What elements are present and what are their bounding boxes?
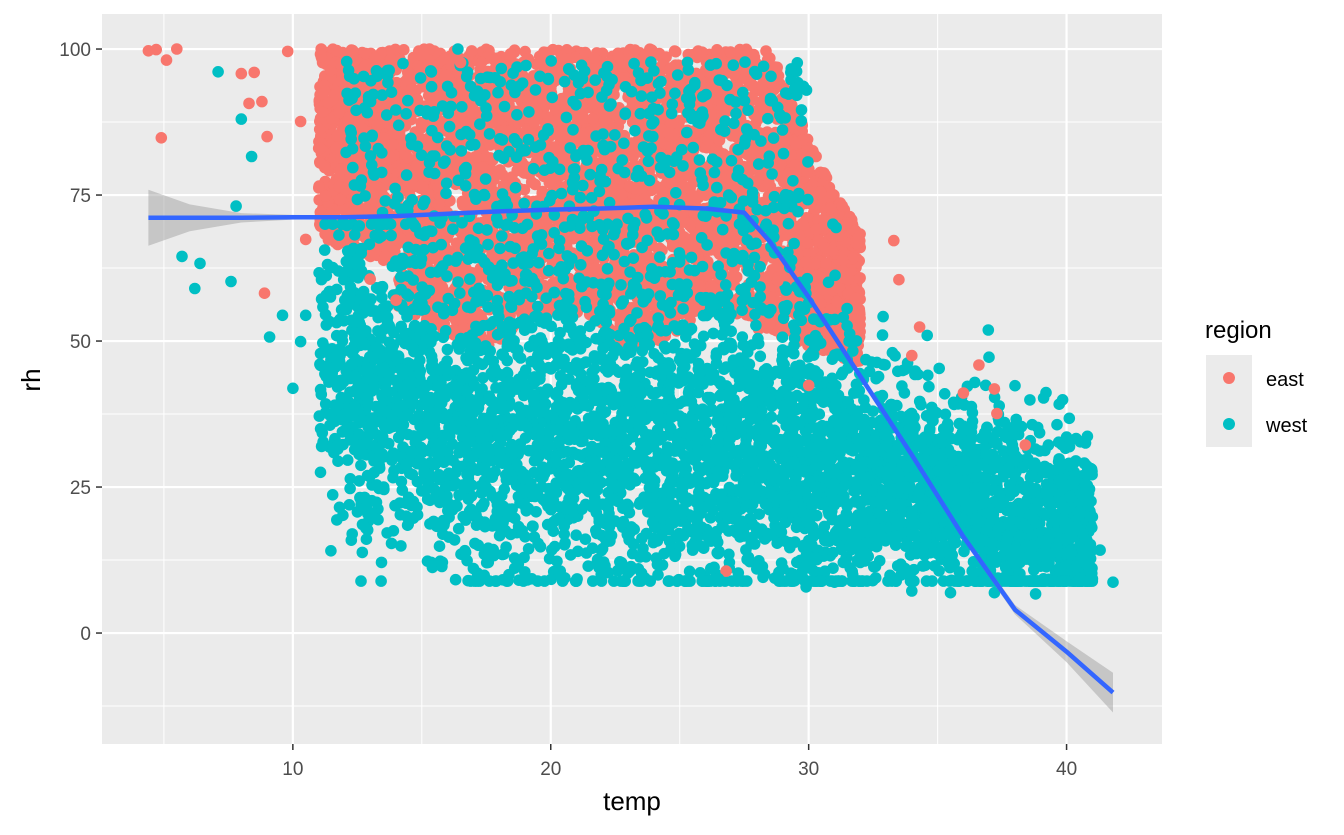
east-point xyxy=(813,235,825,247)
east-point xyxy=(752,114,764,126)
east-point xyxy=(505,48,517,60)
east-point xyxy=(684,220,696,232)
east-point xyxy=(385,54,397,66)
east-point xyxy=(334,194,346,206)
east-point xyxy=(854,273,866,285)
east-point xyxy=(616,189,628,201)
east-point xyxy=(731,271,743,283)
east-point xyxy=(548,141,560,153)
east-point xyxy=(815,186,827,198)
east-point xyxy=(811,224,823,236)
east-point xyxy=(800,257,812,269)
east-point xyxy=(587,113,599,125)
east-point xyxy=(580,47,592,59)
east-point xyxy=(331,130,343,142)
east-point xyxy=(333,107,345,119)
east-point xyxy=(323,234,335,246)
east-point xyxy=(333,181,345,193)
east-point xyxy=(433,199,445,211)
east-point xyxy=(406,84,418,96)
east-point xyxy=(471,151,483,163)
east-point xyxy=(711,45,723,57)
east-point xyxy=(534,57,546,69)
east-point xyxy=(735,46,747,58)
east-point xyxy=(756,80,768,92)
east-point xyxy=(725,46,737,58)
east-point xyxy=(831,296,843,308)
east-point xyxy=(752,174,764,186)
east-point xyxy=(819,169,831,181)
east-point xyxy=(624,180,636,192)
east-point xyxy=(797,218,809,230)
east-point xyxy=(380,250,392,262)
east-point xyxy=(836,200,848,212)
east-point xyxy=(599,115,611,127)
east-point xyxy=(314,157,326,169)
east-point xyxy=(359,60,371,72)
east-point xyxy=(850,293,862,305)
east-point xyxy=(398,44,410,56)
east-point xyxy=(466,45,478,57)
east-point xyxy=(825,187,837,199)
